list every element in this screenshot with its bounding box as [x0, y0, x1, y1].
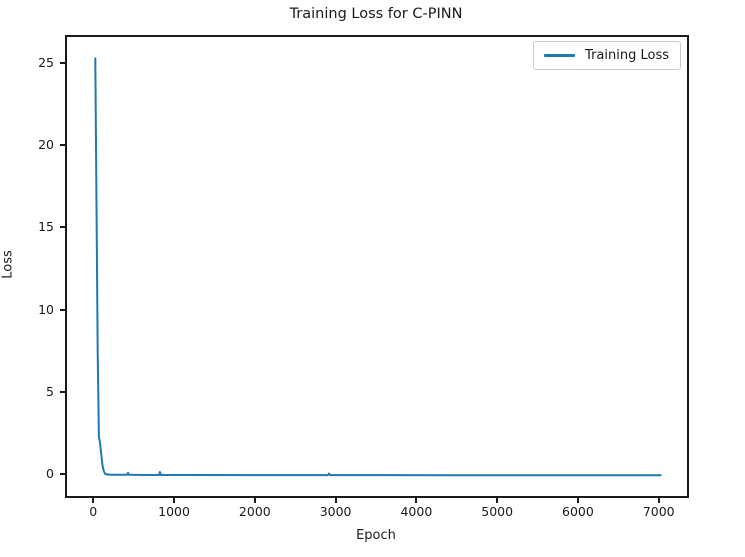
- y-tick-label: 20: [38, 137, 54, 153]
- plot-area: Training Loss: [65, 35, 689, 498]
- y-tick: [60, 226, 65, 229]
- x-tick-label: 6000: [562, 504, 594, 519]
- legend: Training Loss: [533, 41, 681, 70]
- x-tick: [253, 498, 256, 503]
- x-tick: [496, 498, 499, 503]
- x-tick: [173, 498, 176, 503]
- y-tick: [60, 390, 65, 393]
- y-tick-label: 5: [46, 383, 54, 399]
- x-tick: [576, 498, 579, 503]
- y-tick: [60, 61, 65, 64]
- legend-label: Training Loss: [585, 48, 669, 63]
- x-tick-label: 2000: [238, 504, 271, 519]
- y-tick: [60, 473, 65, 476]
- y-axis-label: Loss: [0, 250, 16, 279]
- x-tick-label: 3000: [319, 504, 352, 519]
- y-tick: [60, 308, 65, 311]
- training-loss-line: [94, 57, 662, 477]
- x-tick-label: 7000: [642, 504, 675, 519]
- x-tick: [334, 498, 337, 503]
- x-tick-label: 4000: [400, 504, 433, 519]
- legend-line-sample: [544, 54, 576, 57]
- x-tick: [92, 498, 95, 503]
- y-tick-label: 25: [38, 54, 54, 70]
- x-tick-label: 5000: [481, 504, 514, 519]
- y-tick-label: 15: [38, 219, 54, 235]
- y-tick-label: 10: [38, 301, 54, 317]
- x-tick: [657, 498, 660, 503]
- y-tick-label: 0: [46, 466, 54, 482]
- x-tick-label: 1000: [158, 504, 190, 519]
- x-tick: [415, 498, 418, 503]
- x-tick-label: 0: [89, 504, 98, 519]
- loss-curve-svg: [94, 57, 662, 477]
- y-tick: [60, 144, 65, 147]
- x-axis-label: Epoch: [356, 528, 396, 543]
- chart-title: Training Loss for C-PINN: [289, 6, 463, 22]
